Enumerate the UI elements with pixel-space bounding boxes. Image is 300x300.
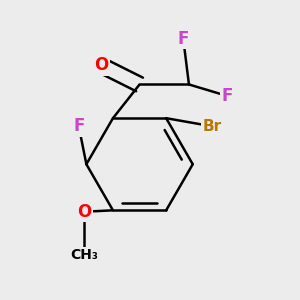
Text: F: F xyxy=(73,117,85,135)
Text: O: O xyxy=(77,203,92,221)
Text: Br: Br xyxy=(202,119,221,134)
Text: O: O xyxy=(94,56,109,74)
Text: F: F xyxy=(178,30,189,48)
Text: F: F xyxy=(221,87,232,105)
Text: CH₃: CH₃ xyxy=(70,248,98,262)
